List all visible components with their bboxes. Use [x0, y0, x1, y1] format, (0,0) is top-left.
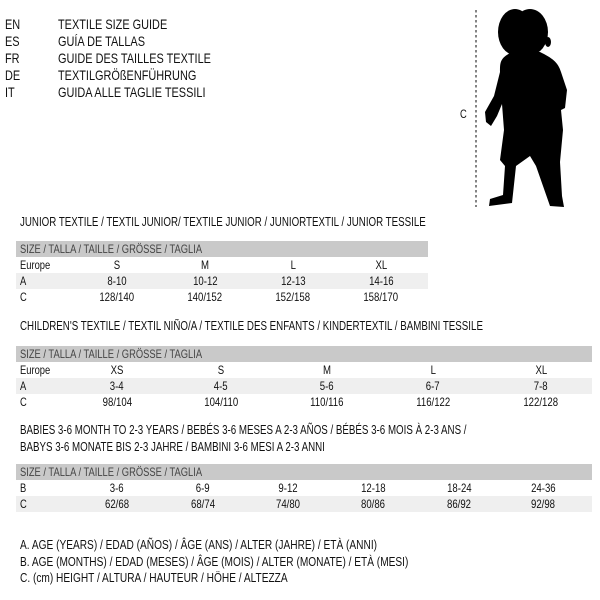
section-heading: JUNIOR TEXTILE / TEXTIL JUNIOR/ TEXTILE … [20, 215, 426, 229]
table-cell: 74/80 [275, 497, 301, 511]
lang-code: ES [5, 33, 20, 49]
row-label: C [20, 290, 27, 304]
table-cell: 110/116 [310, 395, 344, 409]
size-header-bar: SIZE / TALLA / TAILLE / GRÖSSE / TAGLIA [16, 346, 592, 362]
table-row: C 62/68 68/74 74/80 80/86 86/92 92/98 [16, 496, 592, 512]
table-row: C 98/104 104/110 110/116 116/122 122/128 [16, 394, 592, 410]
table-cell: 80/86 [360, 497, 386, 511]
table-cell: XL [375, 258, 387, 272]
table-cell: 6-7 [426, 379, 440, 393]
table-cell: 4-5 [214, 379, 228, 393]
section-heading: BABYS 3-6 MONATE BIS 2-3 JAHRE / BAMBINI… [20, 440, 325, 454]
table-row: Europe S M L XL [16, 257, 428, 273]
lang-title: GUÍA DE TALLAS [58, 33, 145, 49]
table-cell: 98/104 [102, 395, 132, 409]
lang-title: GUIDE DES TAILLES TEXTILE [58, 50, 211, 66]
table-cell: 12-18 [360, 481, 386, 495]
table-cell: 86/92 [446, 497, 472, 511]
table-cell: 140/152 [187, 290, 223, 304]
row-label: C [20, 497, 27, 511]
table-cell: 6-9 [196, 481, 210, 495]
table-cell: M [323, 363, 331, 377]
table-cell: 116/122 [416, 395, 450, 409]
table-cell: 8-10 [107, 274, 127, 288]
lang-code: EN [5, 16, 21, 32]
table-cell: L [430, 363, 436, 377]
row-label: A [20, 274, 27, 288]
table-cell: 3-4 [110, 379, 124, 393]
table-cell: 62/68 [104, 497, 130, 511]
table-cell: 14-16 [368, 274, 394, 288]
table-cell: 5-6 [320, 379, 334, 393]
size-table: SIZE / TALLA / TAILLE / GRÖSSE / TAGLIA B… [16, 464, 592, 512]
table-cell: 128/140 [99, 290, 135, 304]
table-cell: M [201, 258, 209, 272]
size-header-bar: SIZE / TALLA / TAILLE / GRÖSSE / TAGLIA [16, 241, 428, 257]
table-cell: 92/98 [530, 497, 556, 511]
table-cell: 24-36 [530, 481, 556, 495]
row-label: Europe [20, 363, 51, 377]
table-cell: 7-8 [534, 379, 548, 393]
size-header-label: SIZE / TALLA / TAILLE / GRÖSSE / TAGLIA [20, 242, 203, 256]
table-cell: 10-12 [192, 274, 218, 288]
section-heading: CHILDREN'S TEXTILE / TEXTIL NIÑO/A / TEX… [20, 319, 483, 333]
table-row: A 8-10 10-12 12-13 14-16 [16, 273, 428, 289]
lang-code: IT [5, 84, 15, 100]
legend-item: B. AGE (MONTHS) / EDAD (MESES) / ÂGE (MO… [20, 554, 409, 569]
baby-silhouette-icon [475, 9, 567, 207]
legend-item: A. AGE (YEARS) / EDAD (AÑOS) / ÂGE (ANS)… [20, 537, 378, 552]
lang-title: TEXTILGRÖßENFÜHRUNG [58, 67, 197, 83]
row-label: Europe [20, 258, 51, 272]
row-label: C [20, 395, 27, 409]
table-cell: L [290, 258, 296, 272]
table-cell: 3-6 [110, 481, 124, 495]
lang-code: FR [5, 50, 20, 66]
section-heading: BABIES 3-6 MONTH TO 2-3 YEARS / BEBÉS 3-… [20, 423, 467, 437]
table-row: Europe XS S M L XL [16, 362, 592, 378]
table-cell: 158/170 [363, 290, 399, 304]
lang-code: DE [5, 67, 21, 83]
size-header-label: SIZE / TALLA / TAILLE / GRÖSSE / TAGLIA [20, 347, 203, 361]
table-cell: 68/74 [190, 497, 216, 511]
table-cell: XS [110, 363, 124, 377]
height-measure-label: C [460, 107, 467, 121]
table-cell: XL [535, 363, 547, 377]
table-cell: S [217, 363, 225, 377]
table-cell: 18-24 [446, 481, 472, 495]
legend-item: C. (cm) HEIGHT / ALTURA / HAUTEUR / HÖHE… [20, 570, 288, 585]
size-table: SIZE / TALLA / TAILLE / GRÖSSE / TAGLIA E… [16, 241, 428, 305]
table-cell: 12-13 [280, 274, 306, 288]
size-table: SIZE / TALLA / TAILLE / GRÖSSE / TAGLIA E… [16, 346, 592, 410]
table-row: B 3-6 6-9 9-12 12-18 18-24 24-36 [16, 480, 592, 496]
table-cell: 104/110 [204, 395, 238, 409]
size-header-bar: SIZE / TALLA / TAILLE / GRÖSSE / TAGLIA [16, 464, 592, 480]
row-label: B [20, 481, 27, 495]
table-row: A 3-4 4-5 5-6 6-7 7-8 [16, 378, 592, 394]
table-cell: 122/128 [523, 395, 559, 409]
table-cell: 9-12 [278, 481, 298, 495]
size-header-label: SIZE / TALLA / TAILLE / GRÖSSE / TAGLIA [20, 465, 203, 479]
table-cell: S [113, 258, 121, 272]
table-cell: 152/158 [275, 290, 311, 304]
lang-title: GUIDA ALLE TAGLIE TESSILI [58, 84, 206, 100]
lang-title: TEXTILE SIZE GUIDE [58, 16, 168, 32]
table-row: C 128/140 140/152 152/158 158/170 [16, 289, 428, 305]
row-label: A [20, 379, 27, 393]
